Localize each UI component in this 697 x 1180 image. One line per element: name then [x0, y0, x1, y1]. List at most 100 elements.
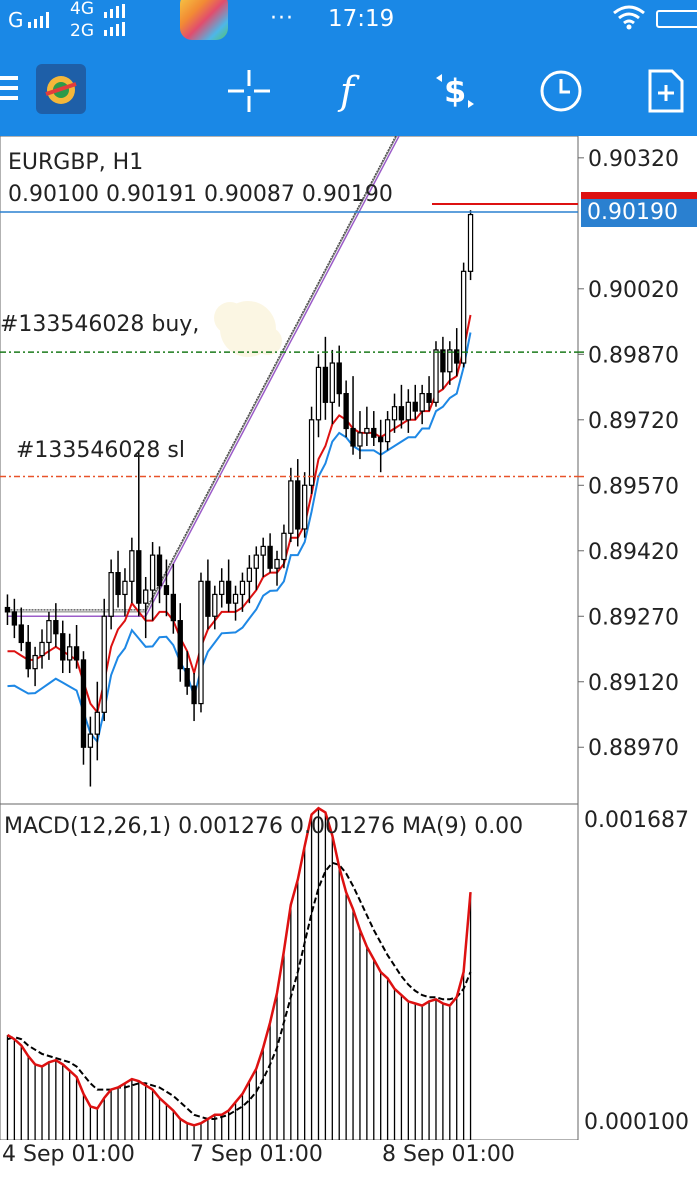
candle[interactable]	[60, 620, 66, 674]
ask-badge	[581, 192, 697, 200]
candle[interactable]	[336, 345, 342, 407]
metatrader-logo[interactable]	[36, 64, 86, 114]
wifi-icon	[613, 5, 645, 30]
battery-icon	[656, 10, 697, 28]
candle[interactable]	[25, 624, 31, 678]
candle[interactable]	[440, 336, 446, 390]
candle[interactable]	[378, 419, 384, 473]
macd-scale-top: 0.001687	[584, 808, 689, 833]
clock-icon[interactable]	[538, 68, 584, 114]
price-tick-label: 0.89720	[588, 409, 679, 434]
candle[interactable]	[18, 607, 24, 652]
time-axis: 4 Sep 01:00 7 Sep 01:00 8 Sep 01:00	[0, 1140, 697, 1180]
candle[interactable]	[87, 716, 94, 787]
candle[interactable]	[66, 633, 73, 674]
candle[interactable]	[73, 624, 80, 669]
candle[interactable]	[225, 559, 232, 612]
current-price-value: 0.90190	[587, 200, 678, 225]
ma-slow-purple-line	[7, 136, 400, 618]
candle[interactable]	[308, 406, 315, 495]
candle[interactable]	[94, 681, 100, 761]
candle[interactable]	[163, 559, 170, 617]
price-chart[interactable]: 0.90320 0.90020 0.89870 0.89720 0.89570 0.894…	[0, 136, 697, 804]
signal-icon	[28, 12, 49, 28]
candle[interactable]	[301, 472, 308, 538]
price-tick-label: 0.90020	[588, 278, 679, 303]
macd-panel[interactable]: MACD(12,26,1) 0.001276 0.001276 MA(9) 0.…	[0, 804, 697, 1140]
candle[interactable]	[267, 533, 273, 573]
candle[interactable]	[405, 389, 412, 433]
candle[interactable]	[253, 546, 259, 591]
indicators-icon[interactable]: f	[328, 68, 374, 114]
candle[interactable]	[274, 550, 280, 586]
candle[interactable]	[156, 546, 163, 604]
candle[interactable]	[281, 524, 287, 569]
candle[interactable]	[239, 572, 246, 612]
candle[interactable]	[384, 411, 391, 451]
candle[interactable]	[288, 467, 294, 543]
macd-scale-bottom: 0.000100	[584, 1110, 689, 1135]
candle[interactable]	[32, 646, 38, 687]
network-indicator: G	[8, 8, 24, 32]
symbol-title: EURGBP, H1	[8, 150, 144, 175]
candle[interactable]	[53, 603, 59, 647]
candle[interactable]	[191, 673, 197, 722]
candle[interactable]	[467, 210, 474, 281]
candle[interactable]	[80, 651, 87, 765]
candle[interactable]	[212, 585, 218, 630]
candle[interactable]	[170, 563, 177, 634]
trade-icon[interactable]: $	[432, 68, 478, 114]
candle[interactable]	[4, 594, 11, 625]
more-notifications: ···	[270, 6, 294, 31]
ohlc-values: 0.90100 0.90191 0.90087 0.90190	[8, 182, 393, 207]
candle[interactable]	[39, 629, 45, 669]
candle[interactable]	[295, 459, 301, 547]
candle[interactable]	[101, 598, 107, 722]
candle[interactable]	[149, 542, 156, 621]
watermark	[214, 301, 282, 357]
candle[interactable]	[364, 406, 370, 446]
candle[interactable]	[232, 585, 239, 621]
candle[interactable]	[398, 384, 405, 429]
candle[interactable]	[11, 598, 18, 639]
time-label: 4 Sep 01:00	[2, 1142, 135, 1167]
candle[interactable]	[460, 262, 467, 368]
candle[interactable]	[108, 559, 114, 630]
macd-signal-line	[7, 861, 472, 1120]
candle[interactable]	[260, 537, 266, 577]
candle[interactable]	[329, 349, 335, 425]
candle[interactable]	[122, 568, 128, 617]
candle[interactable]	[391, 393, 398, 433]
new-document-icon[interactable]	[642, 68, 688, 114]
candle[interactable]	[315, 354, 322, 438]
menu-icon[interactable]	[0, 76, 18, 106]
candle[interactable]	[322, 336, 329, 420]
candle[interactable]	[46, 611, 52, 660]
candle[interactable]	[412, 384, 418, 420]
buy-order-label: #133546028 buy,	[0, 312, 200, 337]
candle[interactable]	[205, 559, 211, 630]
candle[interactable]	[350, 376, 356, 455]
macd-label: MACD(12,26,1) 0.001276 0.001276 MA(9) 0.…	[4, 814, 524, 839]
candle[interactable]	[177, 603, 183, 682]
candle[interactable]	[454, 328, 460, 377]
candle[interactable]	[198, 572, 204, 713]
candle[interactable]	[115, 550, 121, 608]
candle[interactable]	[433, 341, 439, 407]
candle[interactable]	[143, 576, 149, 639]
candle[interactable]	[246, 555, 253, 604]
candle[interactable]	[426, 376, 432, 412]
crosshair-icon[interactable]	[226, 68, 272, 114]
chart-toolbar: f $	[0, 50, 697, 136]
candle[interactable]	[219, 568, 225, 608]
candle[interactable]	[184, 651, 190, 695]
candle[interactable]	[447, 341, 453, 385]
candle[interactable]	[136, 450, 142, 617]
stop-loss-label: #133546028 sl	[16, 438, 185, 463]
candle[interactable]	[357, 411, 363, 460]
svg-text:f: f	[337, 69, 360, 113]
candle[interactable]	[343, 380, 349, 438]
candle[interactable]	[129, 537, 135, 604]
candle[interactable]	[371, 411, 377, 446]
candle[interactable]	[419, 384, 425, 425]
